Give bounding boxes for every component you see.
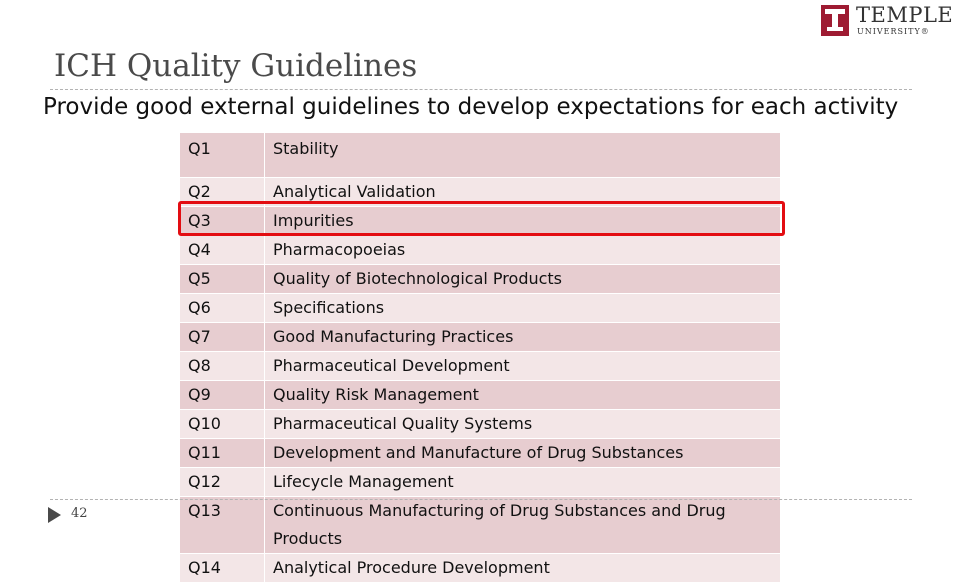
- guideline-name: Continuous Manufacturing of Drug Substan…: [264, 496, 780, 554]
- guideline-name: Quality Risk Management: [264, 380, 780, 410]
- guideline-code: Q3: [180, 206, 265, 236]
- logo-subtext: UNIVERSITY®: [857, 27, 930, 36]
- table-row: Q3 Impurities: [180, 206, 780, 236]
- q3-highlight-box: [178, 201, 785, 236]
- guideline-name: Specifications: [264, 293, 780, 323]
- guideline-name: Good Manufacturing Practices: [264, 322, 780, 352]
- table-row: Q6 Specifications: [180, 293, 780, 323]
- table-row: Q14 Analytical Procedure Development: [180, 553, 780, 583]
- footer-divider: [50, 499, 912, 500]
- table-row: Q9 Quality Risk Management: [180, 380, 780, 410]
- guideline-code: Q13: [180, 496, 265, 554]
- guideline-name: Development and Manufacture of Drug Subs…: [264, 438, 780, 468]
- guideline-name: Impurities: [264, 206, 780, 236]
- guideline-name: Analytical Procedure Development: [264, 553, 780, 583]
- guideline-code: Q8: [180, 351, 265, 381]
- guideline-code: Q7: [180, 322, 265, 352]
- guideline-code: Q10: [180, 409, 265, 439]
- table-row: Q7 Good Manufacturing Practices: [180, 322, 780, 352]
- guideline-name: Pharmacopoeias: [264, 235, 780, 265]
- slide-subtitle: Provide good external guidelines to deve…: [43, 94, 899, 120]
- guideline-code: Q9: [180, 380, 265, 410]
- guideline-name: Quality of Biotechnological Products: [264, 264, 780, 294]
- guideline-code: Q1: [180, 133, 265, 178]
- table-row: Q8 Pharmaceutical Development: [180, 351, 780, 381]
- guideline-code: Q4: [180, 235, 265, 265]
- temple-t-icon: [821, 5, 849, 36]
- logo-wordmark: TEMPLE: [856, 3, 954, 27]
- guideline-code: Q12: [180, 467, 265, 497]
- table-row: Q4 Pharmacopoeias: [180, 235, 780, 265]
- table-row: Q11 Development and Manufacture of Drug S…: [180, 438, 780, 468]
- table-row: Q13 Continuous Manufacturing of Drug Subs…: [180, 496, 780, 554]
- guideline-code: Q11: [180, 438, 265, 468]
- page-number: 42: [71, 506, 88, 521]
- slide-title: ICH Quality Guidelines: [54, 48, 418, 84]
- guideline-name: Stability: [264, 133, 780, 178]
- table-row: Q1 Stability: [180, 133, 780, 178]
- guideline-code: Q6: [180, 293, 265, 323]
- guideline-code: Q5: [180, 264, 265, 294]
- table-row: Q5 Quality of Biotechnological Products: [180, 264, 780, 294]
- play-arrow-icon: [48, 507, 61, 523]
- table-row: Q10 Pharmaceutical Quality Systems: [180, 409, 780, 439]
- title-divider: [50, 89, 912, 90]
- guideline-name: Pharmaceutical Development: [264, 351, 780, 381]
- guideline-name: Pharmaceutical Quality Systems: [264, 409, 780, 439]
- table-row: Q12 Lifecycle Management: [180, 467, 780, 497]
- guideline-name: Lifecycle Management: [264, 467, 780, 497]
- guideline-code: Q14: [180, 553, 265, 583]
